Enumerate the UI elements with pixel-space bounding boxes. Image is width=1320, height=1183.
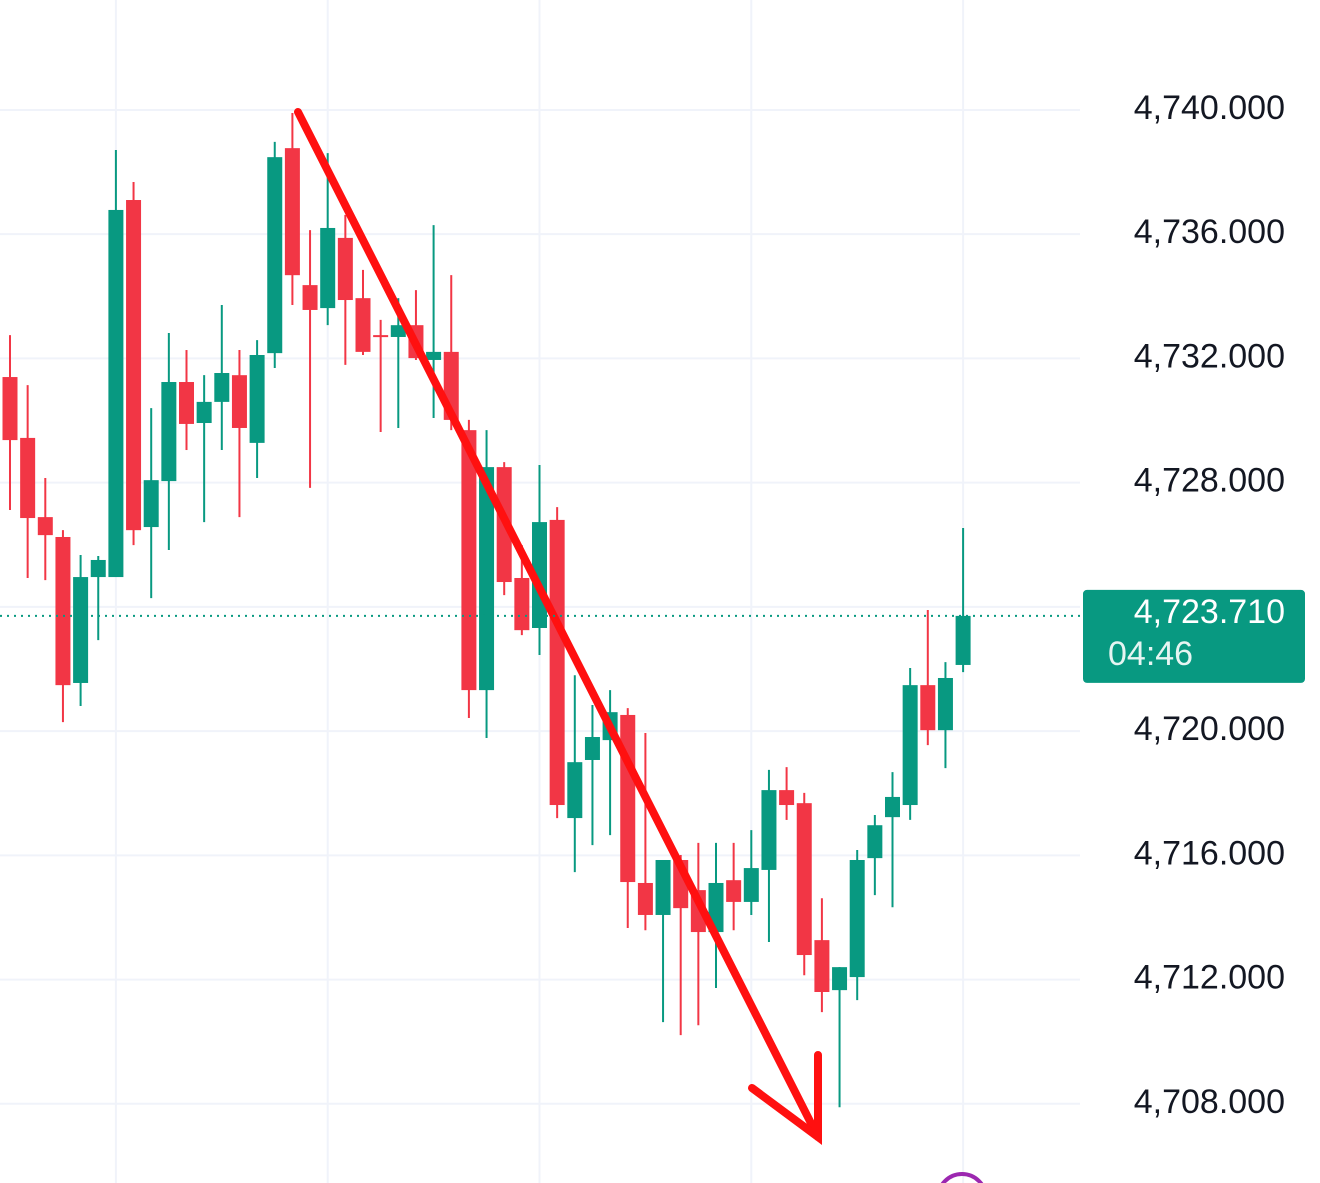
candle-body: [143, 480, 159, 528]
candle-body: [161, 382, 177, 482]
candle-body: [390, 325, 406, 337]
candle-body: [231, 375, 247, 428]
candle-body: [426, 351, 442, 360]
candle-body: [796, 803, 812, 956]
candle-body: [126, 200, 142, 531]
y-tick-label: 4,732.000: [1134, 337, 1285, 375]
candle-body: [179, 382, 194, 424]
y-tick-label: 4,740.000: [1134, 89, 1285, 127]
candle-body: [637, 882, 653, 915]
candle-body: [214, 373, 230, 402]
candle-body: [355, 298, 371, 352]
candle-body: [108, 209, 124, 578]
trend-arrow: [294, 108, 822, 1145]
candle-body: [55, 536, 71, 686]
candles: [2, 113, 971, 1108]
candle-body: [373, 335, 389, 338]
candle-body: [73, 577, 89, 683]
countdown: 04:46: [1108, 635, 1193, 673]
candle-body: [320, 227, 336, 309]
y-tick-label: 4,708.000: [1134, 1083, 1285, 1121]
candle-body: [249, 354, 265, 443]
candle-body: [955, 615, 971, 665]
candle-body: [302, 285, 318, 310]
candle-body: [479, 467, 495, 691]
y-tick-label: 4,720.000: [1134, 710, 1285, 748]
candle-body: [549, 519, 565, 806]
candle-body: [867, 825, 883, 859]
candle-body: [20, 437, 36, 519]
candle-body: [337, 237, 353, 301]
y-tick-label: 4,736.000: [1134, 213, 1285, 251]
candle-body: [814, 940, 830, 992]
candle-body: [37, 517, 53, 536]
candle-body: [267, 157, 283, 354]
price-label-box: [1083, 589, 1305, 683]
candle-body: [779, 790, 795, 806]
arrow-shaft: [294, 108, 822, 1141]
candle-body: [920, 685, 936, 731]
candle-body: [620, 714, 636, 883]
candle-body: [885, 796, 900, 818]
candle-body: [902, 685, 918, 806]
candle-body: [726, 880, 742, 902]
candle-body: [2, 377, 18, 441]
y-tick-label: 4,728.000: [1134, 462, 1285, 500]
candle-body: [832, 967, 848, 991]
candle-body: [937, 677, 953, 731]
candle-body: [655, 859, 671, 915]
arrow-head: [748, 1051, 822, 1145]
candle-body: [514, 577, 530, 631]
candle-body: [90, 559, 106, 578]
price-label: 4,723.710: [1134, 593, 1285, 631]
candle-body: [761, 790, 777, 870]
y-tick-label: 4,716.000: [1134, 834, 1285, 872]
y-tick-label: 4,712.000: [1134, 959, 1285, 997]
candle-body: [743, 868, 759, 902]
candle-body: [584, 737, 600, 760]
indicator-icon: [940, 1172, 984, 1183]
candle-body: [567, 762, 583, 819]
candle-body: [284, 148, 300, 276]
candle-body: [849, 859, 865, 978]
candle-body: [196, 401, 212, 424]
price-axis: 4,708.000 4,712.000 4,716.000 4,720.000 4,72…: [0, 89, 1305, 1121]
candle-body: [461, 430, 477, 691]
